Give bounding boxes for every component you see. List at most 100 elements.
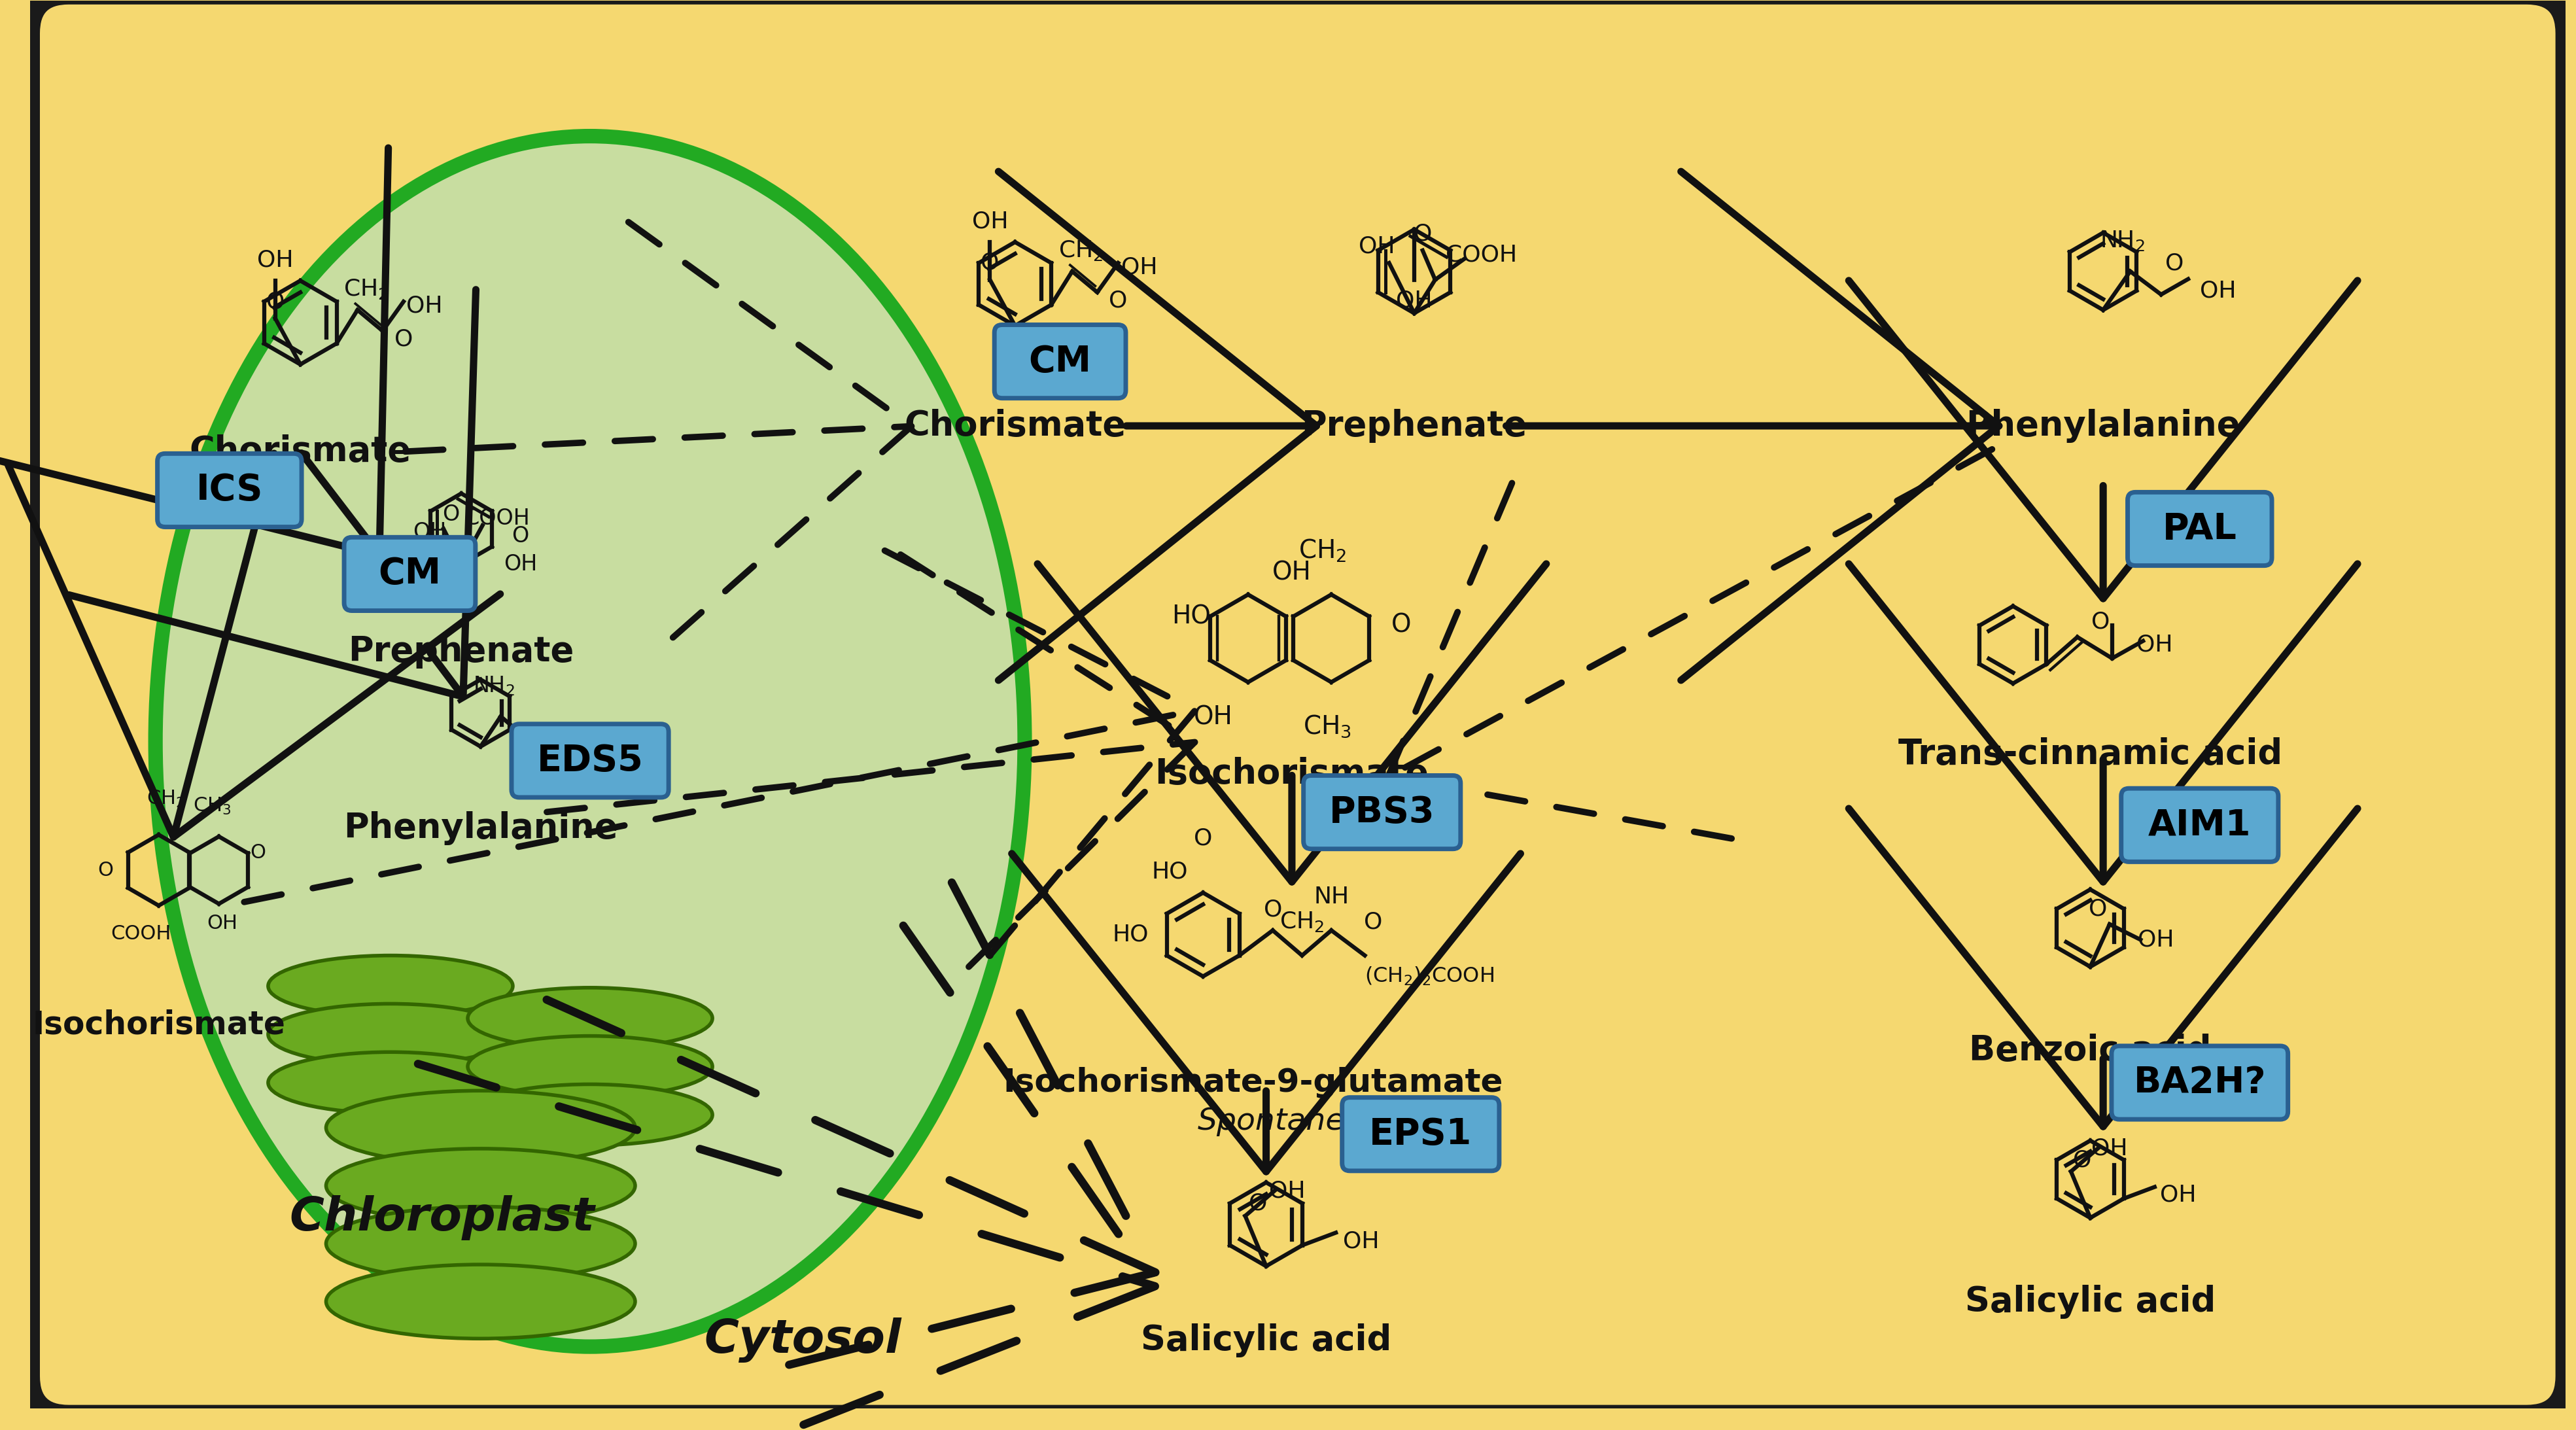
Text: OH: OH <box>258 249 294 270</box>
Text: CH$_2$: CH$_2$ <box>1059 239 1103 262</box>
Text: CM: CM <box>1028 343 1092 379</box>
Text: Chorismate: Chorismate <box>904 409 1126 443</box>
Text: O: O <box>1414 223 1432 245</box>
Text: O: O <box>513 525 528 546</box>
Text: EPS1: EPS1 <box>1370 1117 1471 1151</box>
Ellipse shape <box>469 1035 714 1097</box>
FancyBboxPatch shape <box>1303 775 1461 849</box>
Text: COOH: COOH <box>464 508 531 529</box>
Text: (CH$_2$)$_2$COOH: (CH$_2$)$_2$COOH <box>1365 965 1494 987</box>
Text: COOH: COOH <box>1445 243 1517 266</box>
Text: O: O <box>394 327 412 350</box>
Text: O: O <box>250 842 265 862</box>
Ellipse shape <box>327 1207 636 1281</box>
Text: ICS: ICS <box>196 472 263 508</box>
Text: HO: HO <box>1113 924 1149 945</box>
Text: NH: NH <box>1314 885 1350 908</box>
Text: BA2H?: BA2H? <box>2133 1065 2267 1100</box>
Text: EDS5: EDS5 <box>536 744 644 778</box>
Text: O: O <box>98 861 113 879</box>
FancyBboxPatch shape <box>2128 492 2272 566</box>
Ellipse shape <box>268 1004 513 1065</box>
Text: O: O <box>2074 1148 2092 1171</box>
Ellipse shape <box>155 136 1025 1347</box>
Text: OH: OH <box>2138 928 2174 951</box>
Text: Prephenate: Prephenate <box>1301 409 1528 443</box>
Text: O: O <box>538 725 554 748</box>
Text: OH: OH <box>1193 705 1234 729</box>
Ellipse shape <box>327 1091 636 1165</box>
Text: Spontaneous: Spontaneous <box>1198 1107 1399 1135</box>
Text: O: O <box>1108 289 1128 312</box>
Text: O: O <box>2092 611 2110 632</box>
Text: CM: CM <box>379 556 440 592</box>
Text: CH$_2$: CH$_2$ <box>147 789 185 809</box>
Text: OH: OH <box>2159 1184 2195 1205</box>
Text: OH: OH <box>2200 279 2236 302</box>
Ellipse shape <box>327 1148 636 1223</box>
Ellipse shape <box>469 988 714 1048</box>
Ellipse shape <box>268 1052 513 1113</box>
Text: Trans-cinnamic acid: Trans-cinnamic acid <box>1899 738 2282 771</box>
Text: CH$_2$: CH$_2$ <box>343 277 389 300</box>
FancyBboxPatch shape <box>31 0 2566 1414</box>
Text: PAL: PAL <box>2161 512 2236 546</box>
Text: O: O <box>2089 898 2107 919</box>
FancyBboxPatch shape <box>513 724 670 798</box>
Text: OH: OH <box>971 210 1007 232</box>
Text: O: O <box>1391 613 1412 638</box>
Text: HO: HO <box>1172 603 1211 629</box>
FancyBboxPatch shape <box>1342 1097 1499 1171</box>
FancyBboxPatch shape <box>2112 1045 2287 1120</box>
Text: NH$_2$: NH$_2$ <box>2099 229 2146 252</box>
FancyBboxPatch shape <box>157 453 301 528</box>
Text: CH$_3$: CH$_3$ <box>1303 714 1350 739</box>
Text: Phenylalanine: Phenylalanine <box>1965 409 2241 443</box>
Text: CH$_2$: CH$_2$ <box>1298 538 1347 563</box>
Text: OH: OH <box>1342 1230 1378 1253</box>
Text: Chorismate: Chorismate <box>191 435 412 469</box>
Text: CH$_2$: CH$_2$ <box>1280 911 1324 934</box>
Text: Salicylic acid: Salicylic acid <box>1965 1284 2215 1318</box>
Text: HO: HO <box>1151 861 1188 882</box>
Text: Benzoic acid: Benzoic acid <box>1968 1034 2210 1067</box>
Text: O: O <box>1249 1193 1267 1214</box>
FancyBboxPatch shape <box>994 325 1126 398</box>
Text: AIM1: AIM1 <box>2148 808 2251 842</box>
Ellipse shape <box>469 1084 714 1145</box>
Text: CH$_3$: CH$_3$ <box>193 797 232 817</box>
Text: PBS3: PBS3 <box>1329 795 1435 829</box>
Text: OH: OH <box>407 295 443 317</box>
Text: O: O <box>981 252 999 275</box>
Text: Isochorismate-9-glutamate: Isochorismate-9-glutamate <box>1002 1067 1504 1098</box>
Text: O: O <box>1262 898 1283 921</box>
Text: COOH: COOH <box>111 924 170 944</box>
Text: O: O <box>265 290 283 313</box>
Text: O: O <box>2164 253 2184 275</box>
Text: Phenylalanine: Phenylalanine <box>343 811 618 845</box>
Text: Chloroplast: Chloroplast <box>289 1195 595 1240</box>
Text: O: O <box>443 503 459 526</box>
Text: Salicylic acid: Salicylic acid <box>1141 1323 1391 1357</box>
Text: NH$_2$: NH$_2$ <box>474 675 515 698</box>
FancyBboxPatch shape <box>345 538 477 611</box>
Text: Prephenate: Prephenate <box>348 635 574 668</box>
Text: OH: OH <box>1121 256 1157 279</box>
Text: O: O <box>1363 911 1383 934</box>
Text: OH: OH <box>523 746 556 768</box>
Text: OH: OH <box>1273 561 1311 585</box>
Text: O: O <box>1193 827 1213 849</box>
Text: OH: OH <box>2092 1137 2128 1160</box>
FancyBboxPatch shape <box>2120 788 2277 862</box>
Text: Cytosol: Cytosol <box>703 1317 902 1363</box>
Ellipse shape <box>327 1264 636 1338</box>
Text: OH: OH <box>502 553 536 575</box>
Text: Isochorismate: Isochorismate <box>31 1010 286 1041</box>
Text: OH: OH <box>2136 633 2172 656</box>
Text: OH: OH <box>1358 235 1394 257</box>
Text: OH: OH <box>412 522 446 543</box>
Text: Isochorismate: Isochorismate <box>1154 756 1430 791</box>
Text: OH: OH <box>1270 1180 1306 1203</box>
Text: OH: OH <box>206 914 237 932</box>
Ellipse shape <box>268 955 513 1017</box>
